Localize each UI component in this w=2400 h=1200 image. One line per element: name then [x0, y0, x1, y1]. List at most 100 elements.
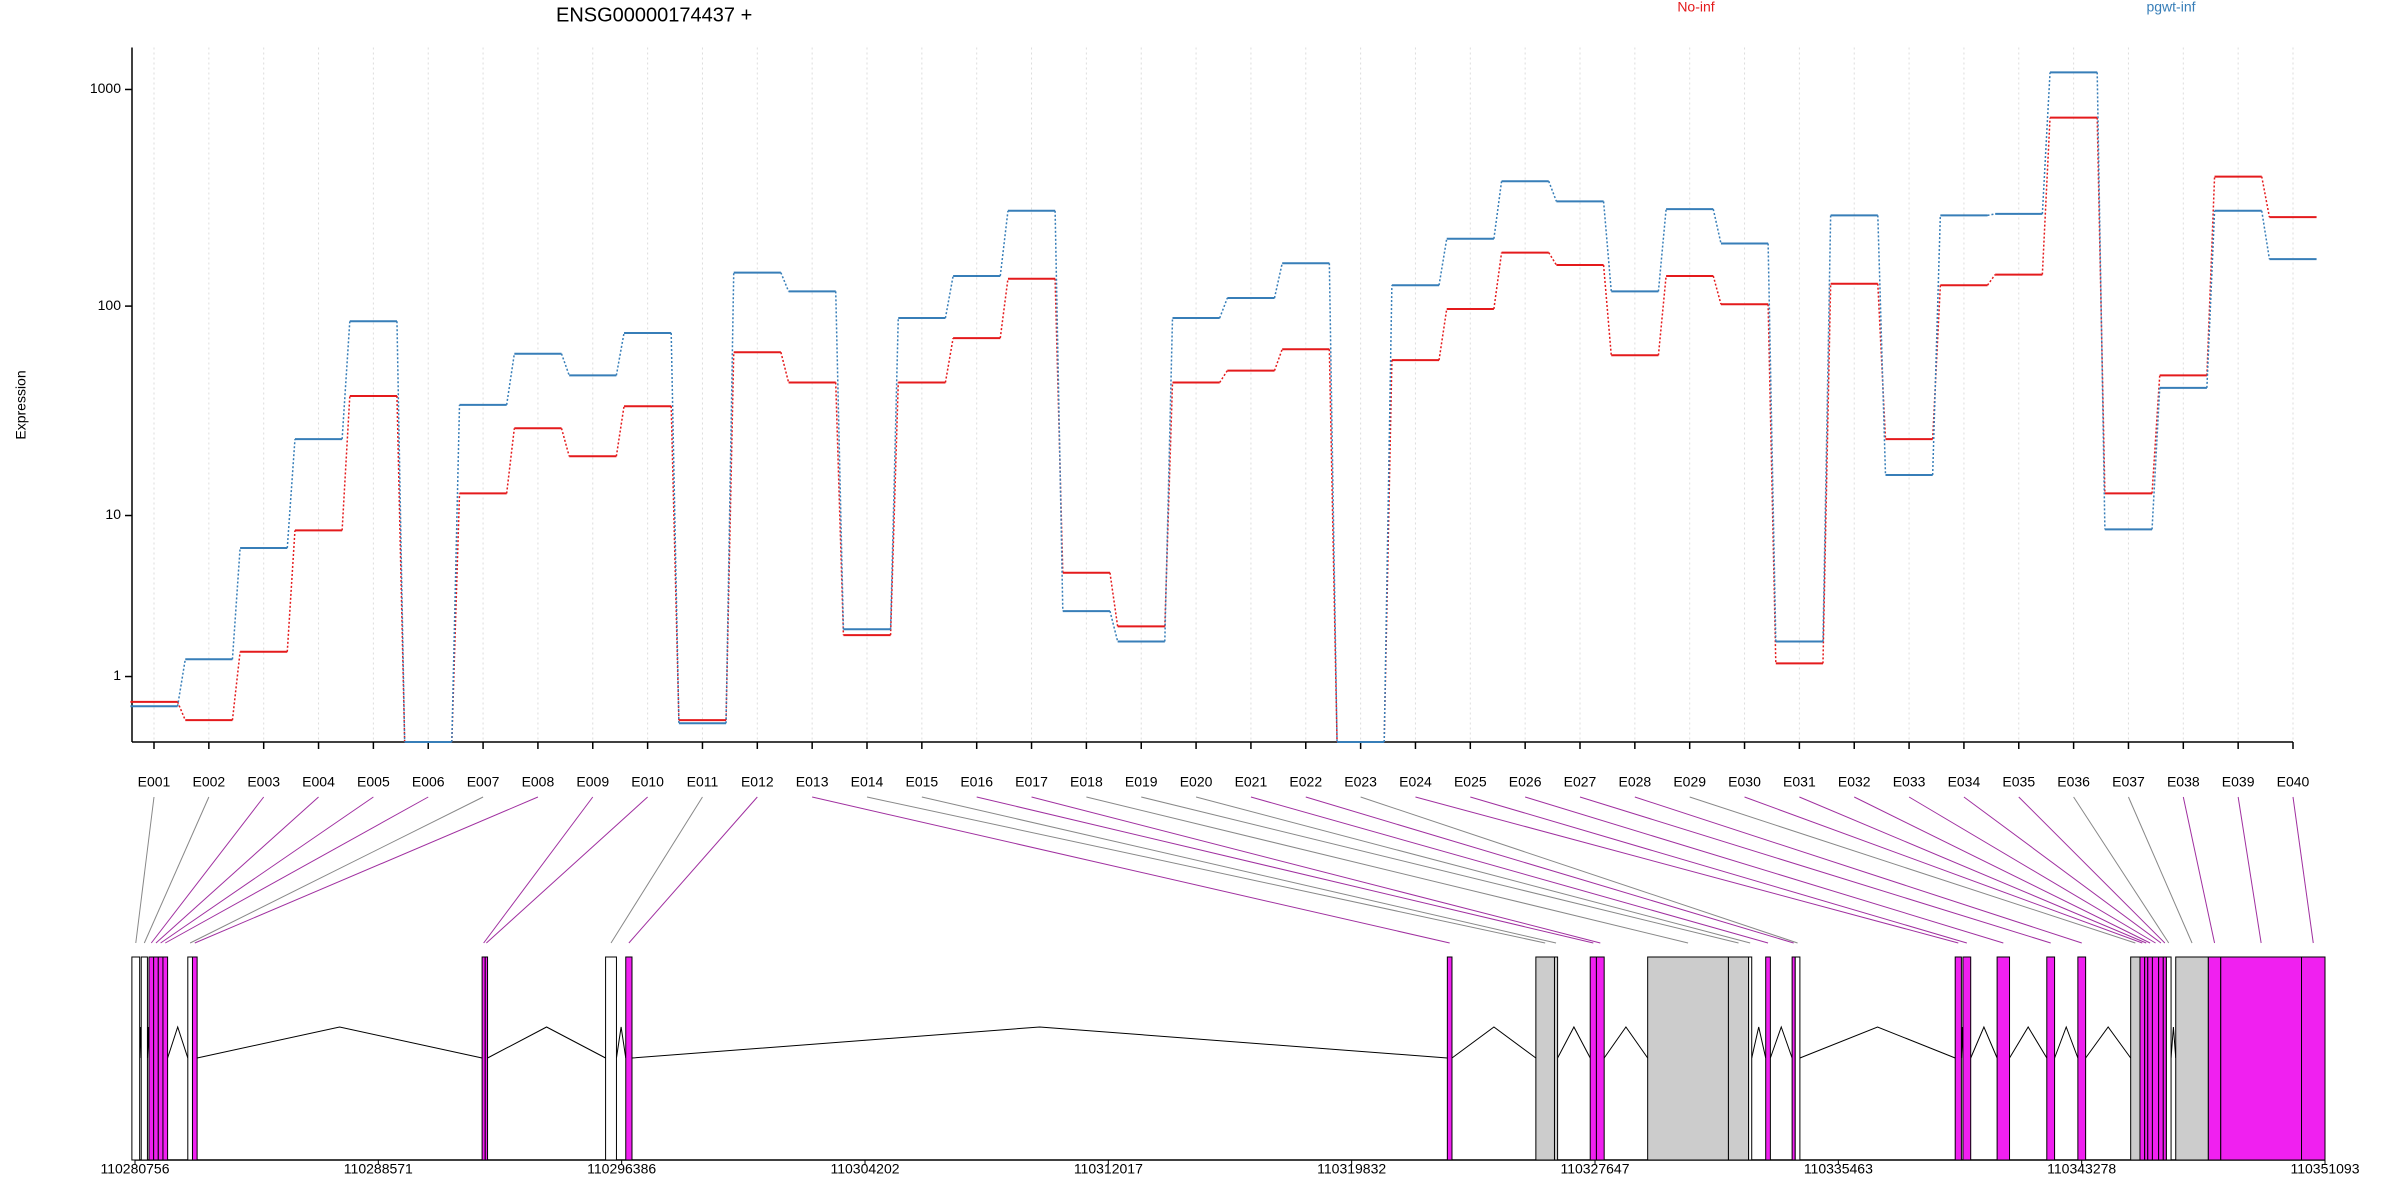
exon-connector: [866, 796, 1546, 944]
exon-connector: [2182, 796, 2216, 944]
exon: [2301, 956, 2326, 1161]
intron: [1557, 1025, 1591, 1059]
x-tick-label: E018: [1070, 774, 1103, 790]
step-connector: [1602, 264, 1613, 356]
exon-connector: [1908, 796, 2156, 944]
step-connector: [1548, 252, 1558, 266]
step-connector: [1493, 252, 1503, 310]
exon: [1595, 956, 1605, 1161]
exon-connector: [150, 796, 265, 944]
x-tick-label: E025: [1454, 774, 1487, 790]
step-connector: [231, 651, 241, 721]
exon: [1727, 956, 1750, 1161]
intron: [167, 1025, 189, 1059]
chart-title: ENSG00000174437 +: [556, 4, 752, 26]
x-tick-label: E022: [1289, 774, 1322, 790]
exon: [1996, 956, 2011, 1161]
x-tick-label: E032: [1838, 774, 1871, 790]
exon: [131, 956, 141, 1161]
exon: [2151, 956, 2160, 1161]
intron: [2054, 1025, 2079, 1059]
x-tick-label: E035: [2002, 774, 2035, 790]
x-tick-label: E039: [2222, 774, 2255, 790]
intron: [2085, 1026, 2132, 1059]
x-tick-label: E026: [1509, 774, 1542, 790]
exon: [1647, 956, 1729, 1161]
x-tick-label: E027: [1564, 774, 1597, 790]
exon: [2220, 956, 2303, 1161]
exon-connector: [155, 796, 319, 944]
step-connector: [1164, 318, 1174, 642]
step-connector: [615, 406, 625, 457]
intron: [1769, 1025, 1793, 1059]
exon: [2077, 956, 2087, 1161]
step-connector: [2096, 72, 2106, 530]
exon-connector: [135, 796, 155, 944]
exon-connector: [194, 796, 539, 944]
gene-tick-label: 110288571: [344, 1161, 413, 1177]
step-connector: [1657, 275, 1667, 356]
intron: [1603, 1026, 1649, 1059]
x-tick-label: E021: [1235, 774, 1268, 790]
step-connector: [560, 353, 570, 376]
step-connector: [231, 547, 241, 660]
exon: [2165, 956, 2172, 1161]
legend-label: pgwt-inf: [2146, 0, 2195, 15]
step-connector: [670, 406, 680, 721]
exon-connector: [2292, 796, 2314, 944]
exon: [1589, 956, 1597, 1161]
x-tick-label: E036: [2057, 774, 2090, 790]
intron: [1751, 1026, 1767, 1059]
exon: [2139, 956, 2146, 1161]
exon: [2147, 956, 2153, 1161]
step-connector: [1109, 572, 1119, 627]
step-connector: [725, 352, 735, 721]
exon-connector: [976, 796, 1594, 944]
step-connector: [1712, 275, 1722, 305]
step-connector: [1438, 308, 1448, 361]
step-connector: [505, 353, 516, 405]
exon-connector: [189, 796, 484, 944]
step-connector: [2206, 210, 2216, 388]
gene-tick-label: 110319832: [1317, 1161, 1386, 1177]
step-connector: [999, 278, 1009, 339]
step-connector: [1602, 201, 1613, 292]
step-connector: [2096, 117, 2106, 494]
x-tick-label: E002: [192, 774, 225, 790]
x-tick-label: E003: [247, 774, 280, 790]
y-axis-label: Expression: [13, 370, 29, 439]
x-tick-label: E028: [1618, 774, 1651, 790]
exon-connector: [1854, 796, 2151, 944]
exon: [1962, 956, 1972, 1161]
gene-tick-label: 110335463: [1804, 1161, 1873, 1177]
exon: [2175, 956, 2209, 1161]
step-connector: [560, 428, 570, 457]
exon: [1954, 956, 1962, 1161]
y-tick-label: 10: [105, 506, 121, 522]
x-tick-label: E037: [2112, 774, 2145, 790]
step-connector: [780, 352, 790, 383]
exon-connector: [1195, 796, 1751, 944]
step-connector: [1054, 210, 1064, 612]
intron: [1451, 1026, 1537, 1059]
x-tick-label: E015: [905, 774, 938, 790]
legend-label: No-inf: [1677, 0, 1714, 15]
step-connector: [1438, 238, 1448, 286]
step-connector: [1383, 285, 1393, 743]
exon-connector: [143, 796, 210, 944]
exon: [140, 956, 148, 1161]
step-connector: [505, 428, 516, 494]
exon: [1553, 956, 1559, 1161]
x-tick-label: E019: [1125, 774, 1158, 790]
gene-tick-label: 110351093: [2290, 1161, 2359, 1177]
exon-connector: [2237, 796, 2262, 944]
step-connector: [2151, 375, 2161, 494]
step-connector: [1548, 180, 1558, 202]
step-connector: [725, 272, 735, 724]
exon-connector: [1031, 796, 1601, 944]
exon: [484, 956, 489, 1161]
x-tick-label: E012: [741, 774, 774, 790]
step-connector: [1657, 209, 1667, 292]
step-connector: [176, 659, 187, 707]
exon: [162, 956, 169, 1161]
